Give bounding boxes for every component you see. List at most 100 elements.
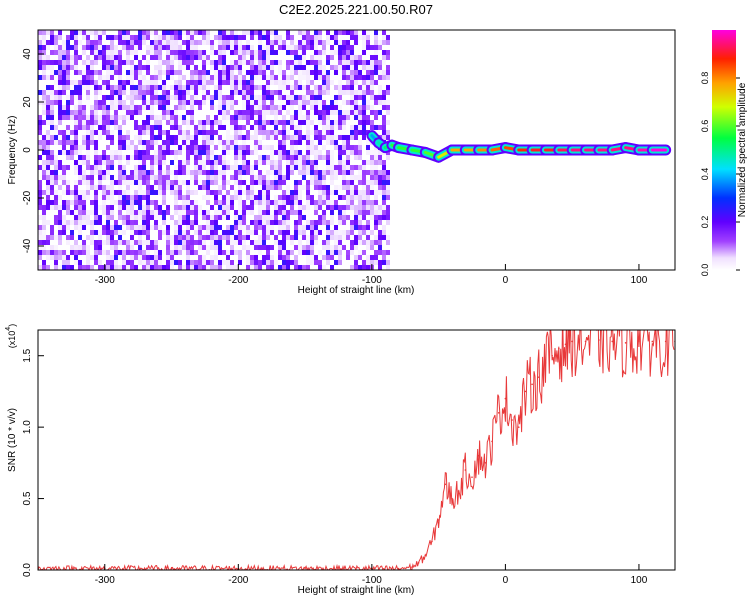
snr-point [551,354,553,357]
heatmap-noise-cell [122,90,126,95]
heatmap-noise-cell [106,75,110,80]
heatmap-noise-cell [38,75,42,80]
heatmap-noise-cell [126,155,130,160]
heatmap-noise-cell [378,260,382,265]
heatmap-noise-cell [86,70,90,75]
heatmap-noise-cell [58,205,62,210]
heatmap-noise-cell [218,250,222,255]
heatmap-noise-cell [190,240,194,245]
heatmap-noise-cell [186,210,190,215]
heatmap-noise-cell [178,55,182,60]
heatmap-noise-cell [46,195,50,200]
heatmap-noise-cell [318,150,322,155]
heatmap-noise-cell [166,205,170,210]
heatmap-noise-cell [382,195,386,200]
heatmap-noise-cell [62,180,66,185]
heatmap-noise-cell [366,80,370,85]
heatmap-noise-cell [330,235,334,240]
heatmap-noise-cell [326,130,330,135]
snr-point [170,567,173,570]
heatmap-noise-cell [186,240,190,245]
colorbar-gradient [712,30,736,270]
heatmap-noise-cell [386,85,390,90]
heatmap-noise-cell [306,80,310,85]
heatmap-noise-cell [54,245,58,250]
heatmap-noise-cell [362,175,366,180]
heatmap-noise-cell [346,195,350,200]
heatmap-noise-cell [382,90,386,95]
heatmap-noise-cell [130,225,134,230]
heatmap-noise-cell [254,115,258,120]
heatmap-noise-cell [294,220,298,225]
heatmap-noise-cell [98,85,102,90]
heatmap-noise-cell [46,220,50,225]
heatmap-noise-cell [258,210,262,215]
heatmap-noise-cell [90,175,94,180]
heatmap-noise-cell [338,195,342,200]
heatmap-noise-cell [350,190,354,195]
snr-point [424,554,427,557]
colorbar-tick-label: 0.4 [700,168,710,181]
heatmap-noise-cell [310,225,314,230]
heatmap-noise-cell [270,200,274,205]
heatmap-noise-cell [50,65,54,70]
heatmap-noise-cell [282,255,286,260]
heatmap-noise-cell [146,230,150,235]
heatmap-noise-cell [314,55,318,60]
heatmap-noise-cell [286,135,290,140]
heatmap-noise-cell [102,55,106,60]
heatmap-noise-cell [326,90,330,95]
heatmap-noise-cell [162,140,166,145]
heatmap-noise-cell [250,125,254,130]
heatmap-noise-cell [150,225,154,230]
heatmap-noise-cell [74,150,78,155]
heatmap-noise-cell [294,70,298,75]
heatmap-noise-cell [378,240,382,245]
heatmap-noise-cell [190,75,194,80]
heatmap-noise-cell [330,130,334,135]
heatmap-noise-cell [226,130,230,135]
heatmap-noise-cell [382,60,386,65]
snr-panel: -300 -200 -100 0 100 0.00.51.01.5 Height of … [5,324,676,596]
heatmap-noise-cell [58,150,62,155]
heatmap-noise-cell [226,160,230,165]
heatmap-noise-cell [118,235,122,240]
heatmap-noise-cell [314,210,318,215]
heatmap-noise-cell [334,185,338,190]
heatmap-noise-cell [126,205,130,210]
heatmap-noise-cell [62,220,66,225]
heatmap-noise-cell [230,70,234,75]
heatmap-noise-cell [222,95,226,100]
heatmap-noise-cell [338,150,342,155]
heatmap-noise-cell [358,205,362,210]
heatmap-noise-cell [122,240,126,245]
heatmap-noise-cell [306,125,310,130]
snr-point [417,562,420,564]
heatmap-noise-cell [346,250,350,255]
heatmap-noise-cell [58,160,62,165]
heatmap-noise-cell [250,100,254,105]
heatmap-noise-cell [274,120,278,125]
heatmap-noise-cell [186,110,190,115]
heatmap-noise-cell [270,65,274,70]
heatmap-noise-cell [170,35,174,40]
heatmap-noise-cell [66,240,70,245]
heatmap-noise-cell [294,195,298,200]
heatmap-noise-cell [94,70,98,75]
heatmap-noise-cell [386,70,390,75]
heatmap-noise-cell [286,165,290,170]
heatmap-noise-cell [118,125,122,130]
heatmap-noise-cell [222,150,226,155]
heatmap-noise-cell [286,50,290,55]
heatmap-noise-cell [206,145,210,150]
heatmap-noise-cell [118,70,122,75]
heatmap-noise-cell [314,240,318,245]
heatmap-noise-cell [250,90,254,95]
heatmap-noise-cell [118,210,122,215]
heatmap-noise-cell [114,35,118,40]
heatmap-noise-cell [262,240,266,245]
heatmap-noise-cell [222,105,226,110]
heatmap-noise-cell [326,200,330,205]
heatmap-noise-cell [118,140,122,145]
heatmap-noise-cell [246,185,250,190]
